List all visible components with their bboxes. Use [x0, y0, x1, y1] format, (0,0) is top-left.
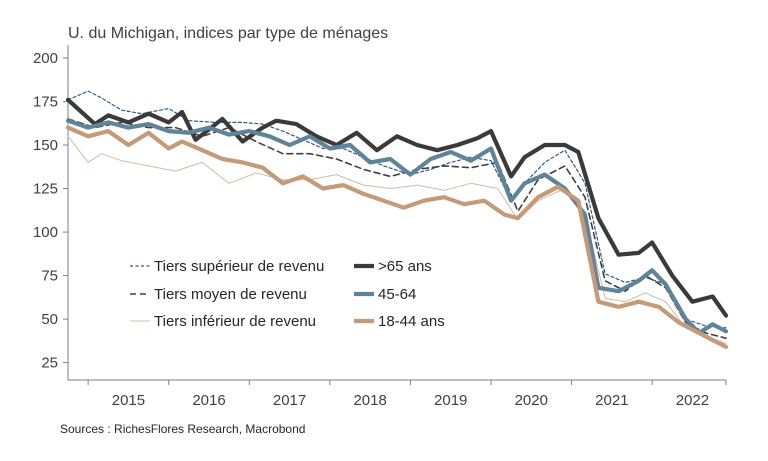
series-line-4 [65, 118, 729, 336]
y-tick-label: 50 [41, 311, 58, 328]
x-tick-label: 2018 [353, 392, 386, 409]
x-tick-label: 2015 [112, 392, 145, 409]
y-tick-label: 75 [41, 268, 58, 285]
legend-label-1: Tiers moyen de revenu [154, 286, 307, 303]
series-line-5 [65, 125, 729, 349]
legend-label-4: 45-64 [378, 286, 416, 303]
series-layer [65, 90, 729, 349]
legend-label-5: 18-44 ans [378, 313, 445, 330]
legend-label-2: Tiers inférieur de revenu [154, 313, 316, 330]
y-tick-label: 175 [33, 94, 58, 111]
chart-title: U. du Michigan, indices par type de ména… [68, 25, 388, 42]
series-line-3 [65, 97, 729, 318]
x-tick-label: 2020 [515, 392, 548, 409]
y-tick-label: 125 [33, 181, 58, 198]
x-tick-label: 2022 [676, 392, 709, 409]
y-axis: 25 50 75 100 125 150 175 200 [33, 45, 69, 380]
x-tick-label: 2017 [273, 392, 306, 409]
legend: Tiers supérieur de revenu Tiers moyen de … [130, 258, 445, 330]
y-tick-label: 100 [33, 224, 58, 241]
series-line-2 [67, 135, 727, 344]
legend-label-3: >65 ans [378, 258, 432, 275]
x-tick-label: 2019 [434, 392, 467, 409]
x-axis: 2015 2016 2017 2018 2019 2020 2021 2022 [68, 379, 727, 409]
y-tick-label: 25 [41, 355, 58, 372]
y-tick-label: 150 [33, 137, 58, 154]
legend-label-0: Tiers supérieur de revenu [154, 258, 324, 275]
x-tick-label: 2021 [595, 392, 628, 409]
source-note: Sources : RichesFlores Research, Macrobo… [60, 422, 305, 436]
x-tick-label: 2016 [192, 392, 225, 409]
y-tick-label: 200 [33, 50, 58, 67]
